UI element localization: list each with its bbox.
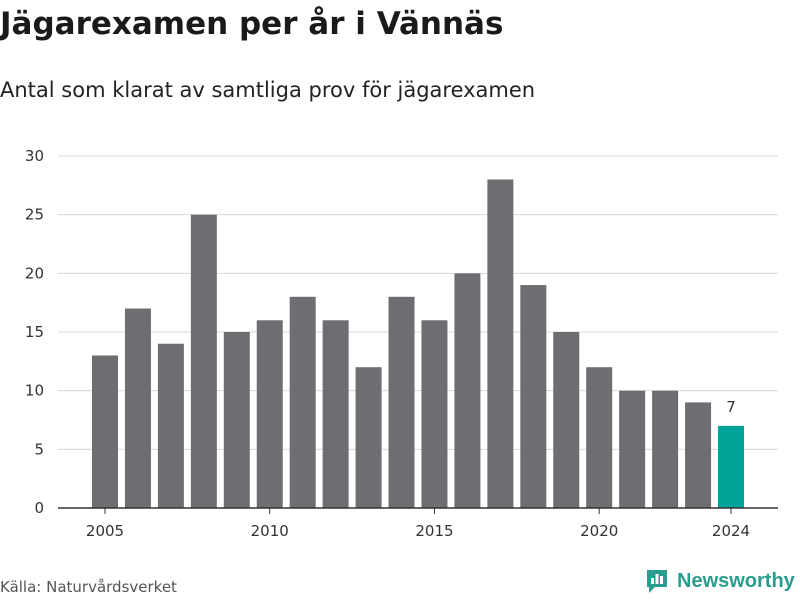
y-tick-label: 5 <box>34 440 44 458</box>
bar-2016 <box>454 273 481 508</box>
bar-2010 <box>256 320 283 508</box>
chart-subtitle: Antal som klarat av samtliga prov för jä… <box>0 78 536 102</box>
bar-2015 <box>421 320 448 508</box>
newsworthy-logo-icon <box>647 570 667 593</box>
bar-2008 <box>190 214 217 508</box>
chart-title: Jägarexamen per år i Vännäs <box>0 6 504 42</box>
x-tick-label: 2005 <box>86 522 124 540</box>
bars <box>92 179 744 508</box>
bar-2022 <box>652 390 679 508</box>
bar-2020 <box>586 367 613 508</box>
bar-2024 <box>718 425 744 508</box>
bar-2012 <box>322 320 349 508</box>
y-axis-ticks: 0 5 10 15 20 25 30 <box>25 147 44 517</box>
source-note: Källa: Naturvårdsverket <box>0 578 177 596</box>
y-tick-label: 0 <box>34 499 44 517</box>
bar-2023 <box>685 402 712 508</box>
bar-2021 <box>619 390 646 508</box>
bar-2009 <box>223 332 250 508</box>
x-tick-label: 2010 <box>251 522 289 540</box>
bar-2007 <box>157 343 184 508</box>
x-tick-label: 2015 <box>415 522 453 540</box>
y-tick-label: 25 <box>25 206 44 224</box>
bar-2011 <box>289 296 316 508</box>
y-tick-label: 10 <box>25 382 44 400</box>
y-tick-label: 30 <box>25 147 44 165</box>
x-tick-label: 2024 <box>712 522 750 540</box>
bar-2019 <box>553 332 580 508</box>
data-label-2024: 7 <box>726 398 736 416</box>
bar-2018 <box>520 285 547 508</box>
data-labels: 7 <box>726 398 736 416</box>
y-tick-label: 15 <box>25 323 44 341</box>
x-tick-label: 2020 <box>580 522 618 540</box>
x-axis-ticks: 2005 2010 2015 2020 2024 <box>86 508 750 540</box>
bar-2005 <box>92 355 118 508</box>
bar-2014 <box>388 296 415 508</box>
bar-2017 <box>487 179 514 508</box>
bar-2006 <box>124 308 151 508</box>
bar-chart: 0 5 10 15 20 25 30 7 2005 2010 2015 2020 2024 <box>25 147 778 540</box>
y-tick-label: 20 <box>25 264 44 282</box>
brand-name: Newsworthy <box>677 569 795 592</box>
bar-2013 <box>355 367 382 508</box>
brand-logo: Newsworthy <box>645 568 795 594</box>
